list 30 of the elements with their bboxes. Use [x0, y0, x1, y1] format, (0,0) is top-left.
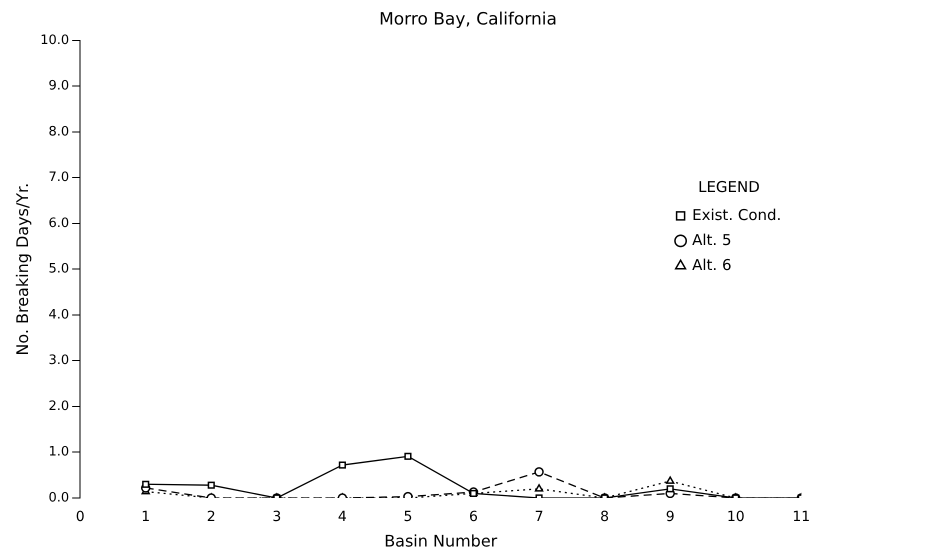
- y-tick-label: 8.0: [48, 124, 70, 140]
- x-tick-label: 10: [726, 509, 745, 526]
- y-tick-label: 10.0: [40, 32, 70, 48]
- x-tick-label: 0: [76, 509, 85, 526]
- y-tick-label: 6.0: [48, 216, 70, 231]
- legend-label: Alt. 5: [692, 230, 732, 249]
- x-tick-label: 2: [206, 509, 216, 526]
- y-tick-label: 7.0: [48, 170, 70, 186]
- y-tick-label: 9.0: [48, 78, 70, 94]
- legend-title: LEGEND: [698, 178, 760, 196]
- legend-label: Alt. 6: [692, 256, 732, 274]
- y-tick-label: 2.0: [48, 398, 70, 414]
- x-tick-label: 8: [600, 509, 610, 526]
- y-tick-label: 3.0: [48, 353, 70, 368]
- x-tick-label: 3: [272, 509, 282, 526]
- y-tick-label: 0.0: [48, 490, 70, 506]
- y-tick-label: 4.0: [48, 307, 70, 322]
- y-tick-label: 1.0: [48, 444, 70, 460]
- x-tick-label: 5: [403, 509, 412, 526]
- y-axis-title: No. Breaking Days/Yr.: [12, 182, 32, 356]
- x-tick-label: 1: [141, 509, 150, 526]
- legend-label: Exist. Cond.: [692, 206, 782, 224]
- x-tick-label: 11: [792, 509, 810, 526]
- chart-title: Morro Bay, California: [379, 10, 557, 30]
- x-tick-label: 6: [469, 509, 478, 526]
- x-tick-label: 7: [534, 509, 544, 526]
- x-tick-label: 4: [338, 509, 347, 526]
- x-tick-label: 9: [666, 509, 675, 526]
- y-tick-label: 5.0: [48, 262, 70, 277]
- x-axis-title: Basin Number: [384, 532, 498, 551]
